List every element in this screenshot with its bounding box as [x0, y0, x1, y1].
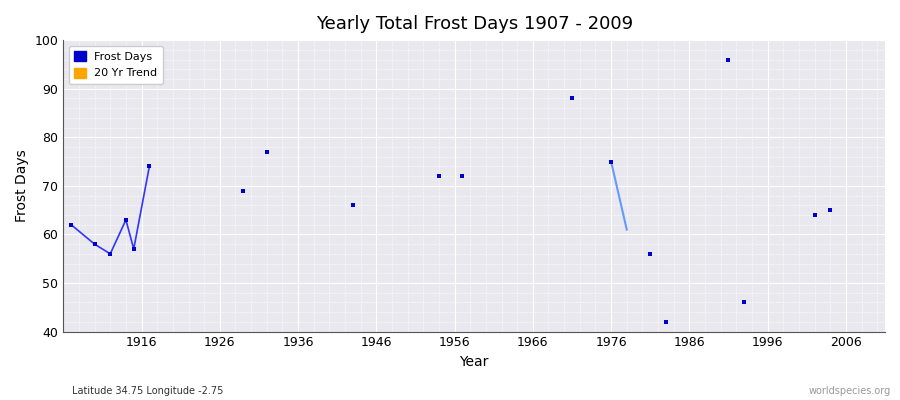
Point	[142, 163, 157, 170]
Title: Yearly Total Frost Days 1907 - 2009: Yearly Total Frost Days 1907 - 2009	[316, 15, 633, 33]
Point	[823, 207, 837, 213]
Point	[659, 319, 673, 325]
Point	[432, 173, 446, 179]
Y-axis label: Frost Days: Frost Days	[15, 150, 29, 222]
Point	[643, 251, 657, 257]
Point	[87, 241, 102, 247]
Point	[346, 202, 360, 208]
Point	[103, 251, 117, 257]
Point	[565, 95, 580, 102]
Text: Latitude 34.75 Longitude -2.75: Latitude 34.75 Longitude -2.75	[72, 386, 223, 396]
Point	[455, 173, 470, 179]
Point	[721, 56, 735, 63]
Legend: Frost Days, 20 Yr Trend: Frost Days, 20 Yr Trend	[68, 46, 163, 84]
Point	[807, 212, 822, 218]
Point	[127, 246, 141, 252]
Point	[119, 217, 133, 223]
Point	[64, 222, 78, 228]
Text: worldspecies.org: worldspecies.org	[809, 386, 891, 396]
Point	[259, 149, 274, 155]
Point	[236, 188, 250, 194]
X-axis label: Year: Year	[460, 355, 489, 369]
Point	[604, 158, 618, 165]
Point	[737, 299, 751, 306]
